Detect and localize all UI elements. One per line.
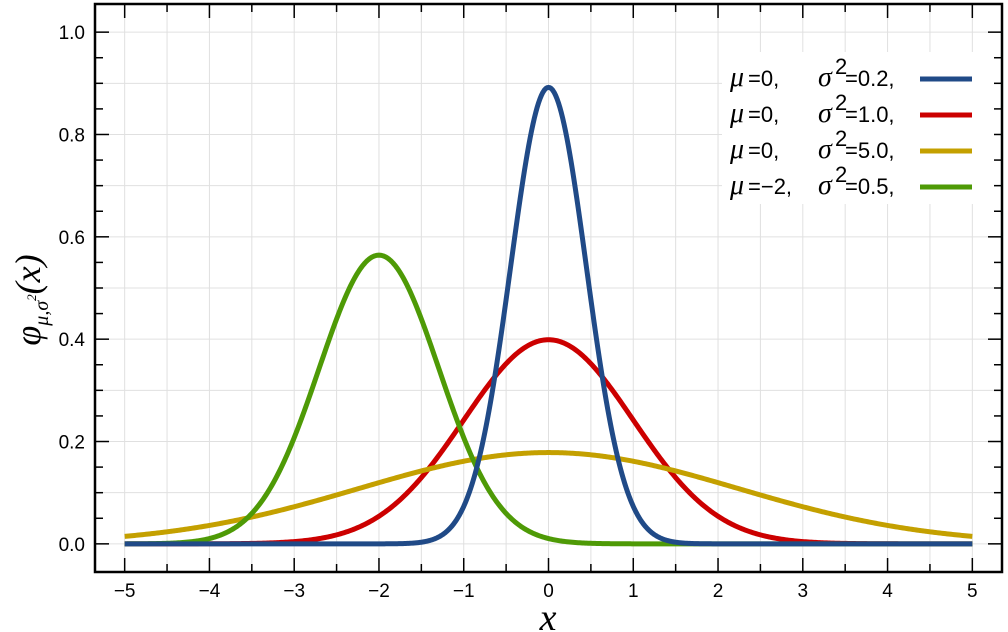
y-axis-label: φμ,σ2(x): [8, 254, 53, 345]
legend-entry-0: μ =0, σ 2=0.2,: [729, 54, 972, 93]
series-line-2: [123, 450, 974, 539]
legend-mu-symbol: μ: [729, 170, 744, 201]
y-tick-label: 0.0: [59, 535, 85, 556]
legend-entry-3: μ =−2, σ 2=0.5,: [729, 162, 972, 201]
legend-sigma-sup: 2: [835, 126, 847, 151]
legend-sigma-symbol: σ: [818, 170, 833, 201]
x-axis-label: x: [539, 597, 557, 632]
legend-mu-symbol: μ: [729, 62, 744, 93]
legend-sigma-symbol: σ: [818, 134, 833, 165]
legend-sigma-sup: 2: [835, 90, 847, 115]
curves: [123, 84, 974, 547]
legend-mu-value: =0,: [748, 66, 779, 91]
legend: μ =0, σ 2=0.2,μ =0, σ 2=1.0,μ =0, σ 2=5.0,μ =−2, σ 2…: [722, 52, 994, 204]
legend-sigma-sup: 2: [835, 162, 847, 187]
x-tick-label: −3: [283, 581, 305, 602]
legend-sigma-value: =0.5,: [845, 174, 895, 199]
y-axis-label-arg: (x): [8, 254, 48, 294]
x-tick-label: 5: [967, 581, 978, 602]
legend-entry-1: μ =0, σ 2=1.0,: [729, 90, 972, 129]
tick-marks: [95, 4, 1002, 572]
x-tick-label: −2: [368, 581, 390, 602]
legend-sigma-value: =0.2,: [845, 66, 895, 91]
series-line-0: [123, 84, 974, 547]
x-tick-label: −5: [114, 581, 136, 602]
legend-sigma-value: =1.0,: [845, 102, 895, 127]
y-axis-label-sub: μ,σ: [31, 300, 53, 327]
legend-sigma-sup: 2: [835, 54, 847, 79]
legend-sigma-symbol: σ: [818, 62, 833, 93]
legend-entry-2: μ =0, σ 2=5.0,: [729, 126, 972, 165]
x-tick-label: 2: [713, 581, 724, 602]
y-tick-label: 0.2: [59, 433, 85, 454]
legend-mu-symbol: μ: [729, 98, 744, 129]
y-axis-label-main: φ: [8, 326, 48, 346]
y-axis-label-sup: 2: [24, 294, 39, 301]
y-tick-label: 0.8: [59, 125, 85, 146]
legend-mu-value: =−2,: [748, 174, 792, 199]
x-tick-label: −1: [453, 581, 475, 602]
y-tick-label: 1.0: [59, 23, 85, 44]
legend-sigma-symbol: σ: [818, 98, 833, 129]
y-tick-label: 0.4: [59, 330, 86, 351]
x-tick-label: 0: [543, 581, 554, 602]
y-tick-label: 0.6: [59, 228, 85, 249]
x-tick-label: 1: [628, 581, 639, 602]
x-tick-label: 3: [798, 581, 809, 602]
x-tick-label: −4: [199, 581, 221, 602]
svg-text:φμ,σ2(x): φμ,σ2(x): [8, 254, 53, 345]
legend-mu-symbol: μ: [729, 134, 744, 165]
tick-labels: −5 −4 −3 −2 −1 0 1 2 3 4 5 0.0 0.2 0.4 0.6 0.8 1.0: [59, 23, 978, 602]
legend-mu-value: =0,: [748, 138, 779, 163]
x-tick-label: 4: [882, 581, 893, 602]
legend-sigma-value: =5.0,: [845, 138, 895, 163]
legend-mu-value: =0,: [748, 102, 779, 127]
